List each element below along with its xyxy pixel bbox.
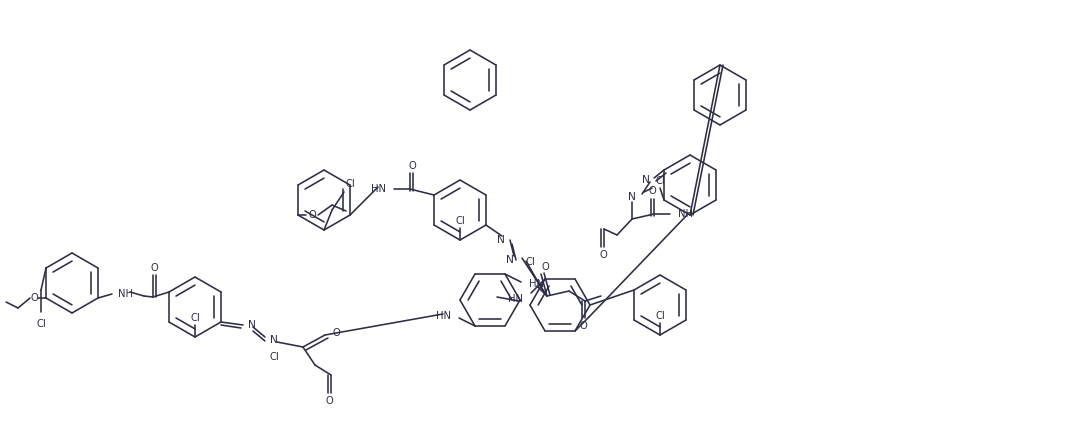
Text: NH: NH bbox=[678, 209, 693, 219]
Text: O: O bbox=[648, 186, 656, 196]
Text: Cl: Cl bbox=[36, 319, 46, 329]
Text: O: O bbox=[150, 263, 158, 273]
Text: O: O bbox=[309, 210, 316, 220]
Text: Cl: Cl bbox=[190, 313, 200, 323]
Text: Cl: Cl bbox=[525, 257, 535, 267]
Text: Cl: Cl bbox=[270, 352, 279, 362]
Text: O: O bbox=[325, 396, 332, 406]
Text: Cl: Cl bbox=[455, 216, 465, 226]
Text: NH: NH bbox=[118, 289, 133, 299]
Text: HN: HN bbox=[508, 294, 523, 304]
Text: N: N bbox=[642, 175, 650, 185]
Text: O: O bbox=[30, 293, 38, 303]
Text: Cl: Cl bbox=[655, 311, 665, 321]
Text: N: N bbox=[248, 320, 256, 330]
Text: Cl: Cl bbox=[345, 179, 355, 189]
Text: O: O bbox=[599, 250, 606, 260]
Text: O: O bbox=[542, 262, 549, 272]
Text: N: N bbox=[270, 335, 277, 345]
Text: N: N bbox=[506, 255, 514, 265]
Text: HN: HN bbox=[371, 184, 386, 194]
Text: Cl: Cl bbox=[655, 176, 665, 186]
Text: HN: HN bbox=[529, 279, 544, 289]
Text: N: N bbox=[497, 235, 505, 245]
Text: O: O bbox=[579, 321, 587, 331]
Text: HN: HN bbox=[436, 311, 451, 321]
Text: N: N bbox=[628, 192, 636, 202]
Text: O: O bbox=[408, 161, 415, 171]
Text: O: O bbox=[333, 328, 341, 338]
